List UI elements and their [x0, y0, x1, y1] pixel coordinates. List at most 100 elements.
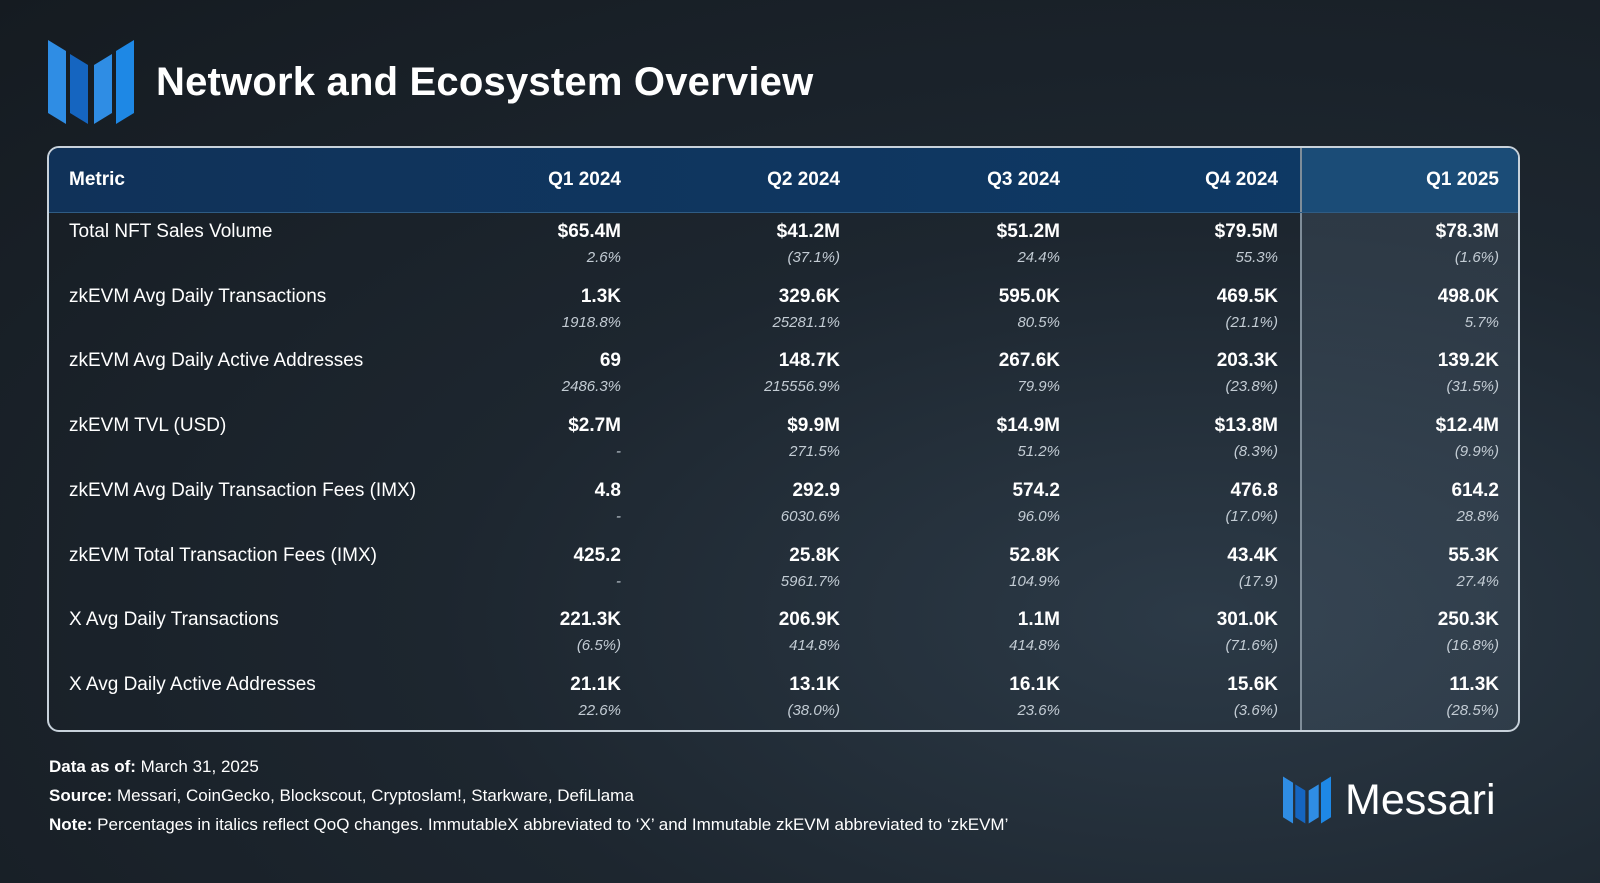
column-header-q3-2024: Q3 2024: [987, 169, 1060, 190]
cell-value: 595.0K: [998, 285, 1060, 307]
cell-value: 329.6K: [778, 285, 840, 307]
cell-value: $78.3M: [1435, 221, 1499, 242]
cell-change: 22.6%: [578, 701, 621, 719]
cell-value: $14.9M: [996, 415, 1060, 437]
brand: Messari: [1283, 774, 1496, 826]
cell-change: -: [616, 572, 621, 590]
column-header-q4-2024: Q4 2024: [1205, 169, 1278, 190]
cell-value: $12.4M: [1435, 415, 1499, 437]
data-as-of-line: Data as of: March 31, 2025: [49, 756, 1008, 777]
cell-change: (23.8%): [1225, 378, 1278, 396]
header: Network and Ecosystem Overview: [48, 40, 813, 124]
cell-value: 425.2: [573, 544, 621, 566]
note-label: Note:: [49, 815, 93, 834]
cell-change: (71.6%): [1225, 637, 1278, 655]
cell-value: 292.9: [792, 479, 840, 501]
cell-value: 4.8: [594, 479, 621, 501]
cell-value: 43.4K: [1227, 544, 1278, 566]
row-metric-label: Total NFT Sales Volume: [69, 221, 273, 242]
column-header-metric: Metric: [69, 169, 125, 190]
cell-change: (37.1%): [787, 249, 840, 266]
cell-value: 469.5K: [1216, 285, 1278, 307]
table-row: zkEVM Avg Daily Transaction Fees (IMX) 4.…: [49, 473, 1518, 538]
cell-change: (1.6%): [1454, 249, 1499, 266]
cell-value: $51.2M: [996, 221, 1060, 242]
cell-change: -: [616, 443, 621, 461]
cell-value: 52.8K: [1009, 544, 1060, 566]
cell-change: (38.0%): [787, 701, 840, 719]
cell-value: 498.0K: [1437, 285, 1499, 307]
cell-change: 25281.1%: [772, 313, 840, 331]
cell-value: 267.6K: [998, 350, 1060, 372]
cell-value: 250.3K: [1437, 609, 1499, 631]
cell-change: (3.6%): [1233, 701, 1278, 719]
note-line: Note: Percentages in italics reflect QoQ…: [49, 814, 1008, 835]
cell-value: $9.9M: [787, 415, 840, 437]
cell-value: 15.6K: [1227, 673, 1278, 695]
cell-value: 21.1K: [570, 673, 621, 695]
row-metric-label: X Avg Daily Transactions: [69, 609, 279, 631]
cell-value: 1.1M: [1017, 609, 1060, 631]
row-metric-label: X Avg Daily Active Addresses: [69, 673, 316, 695]
data-as-of-label: Data as of:: [49, 757, 136, 776]
cell-change: 414.8%: [1009, 637, 1060, 655]
cell-change: -: [616, 507, 621, 525]
cell-value: 69: [599, 350, 621, 372]
cell-change: 5.7%: [1464, 313, 1499, 331]
cell-change: 104.9%: [1009, 572, 1060, 590]
cell-change: 51.2%: [1017, 443, 1060, 461]
cell-change: 23.6%: [1017, 701, 1060, 719]
row-metric-label: zkEVM Avg Daily Transactions: [69, 285, 327, 307]
cell-change: 2.6%: [586, 249, 621, 266]
table-header: [49, 148, 1518, 213]
cell-change: (21.1%): [1225, 313, 1278, 331]
row-metric-label: zkEVM Avg Daily Active Addresses: [69, 350, 364, 372]
cell-value: $13.8M: [1214, 415, 1278, 437]
cell-value: 221.3K: [559, 609, 621, 631]
cell-value: 574.2: [1012, 479, 1060, 501]
cell-change: (16.8%): [1446, 637, 1499, 655]
cell-change: 79.9%: [1017, 378, 1060, 396]
cell-change: (28.5%): [1446, 701, 1499, 719]
source-line: Source: Messari, CoinGecko, Blockscout, …: [49, 785, 1008, 806]
note-value: Percentages in italics reflect QoQ chang…: [92, 815, 1009, 834]
cell-value: $65.4M: [557, 221, 621, 242]
page-title: Network and Ecosystem Overview: [156, 59, 814, 104]
cell-value: 148.7K: [778, 350, 840, 372]
row-metric-label: zkEVM Total Transaction Fees (IMX): [69, 544, 377, 566]
cell-change: (8.3%): [1233, 443, 1278, 461]
cell-value: 55.3K: [1448, 544, 1499, 566]
data-as-of-value: March 31, 2025: [135, 757, 259, 776]
cell-change: (9.9%): [1454, 443, 1499, 461]
cell-value: 206.9K: [778, 609, 840, 631]
cell-value: $2.7M: [568, 415, 621, 437]
cell-value: 25.8K: [789, 544, 840, 566]
table-row: X Avg Daily Active Addresses 21.1K 22.6% 13…: [49, 667, 1518, 730]
cell-change: 27.4%: [1456, 572, 1499, 590]
source-label: Source:: [49, 786, 113, 805]
highlighted-column-header-background: [1300, 148, 1518, 212]
cell-change: 271.5%: [789, 443, 840, 461]
cell-change: (17.9): [1238, 572, 1278, 590]
cell-value: 476.8: [1230, 479, 1278, 501]
table-row: Total NFT Sales Volume $65.4M 2.6% $41.2M (3…: [49, 214, 1518, 279]
brand-name: Messari: [1345, 775, 1496, 824]
cell-value: 1.3K: [580, 285, 621, 307]
column-header-q1-2024: Q1 2024: [548, 169, 621, 190]
column-header-q2-2024: Q2 2024: [767, 169, 840, 190]
metrics-table: Metric Q1 2024 Q2 2024 Q3 2024 Q4 2024 Q…: [47, 146, 1520, 732]
cell-value: 139.2K: [1437, 350, 1499, 372]
messari-logo-icon: [48, 40, 134, 124]
table-row: zkEVM Avg Daily Active Addresses 69 2486.3…: [49, 343, 1518, 408]
row-metric-label: zkEVM TVL (USD): [69, 415, 227, 437]
source-value: Messari, CoinGecko, Blockscout, Cryptosl…: [112, 786, 634, 805]
cell-value: $41.2M: [776, 221, 840, 242]
messari-logo-icon: [1283, 776, 1331, 824]
cell-change: (31.5%): [1446, 378, 1499, 396]
cell-value: $79.5M: [1214, 221, 1278, 242]
cell-change: 1918.8%: [561, 313, 621, 331]
cell-change: (17.0%): [1225, 507, 1278, 525]
table-row: zkEVM Total Transaction Fees (IMX) 425.2 -…: [49, 538, 1518, 603]
column-header-q1-2025: Q1 2025: [1426, 169, 1499, 190]
cell-change: 28.8%: [1456, 507, 1499, 525]
